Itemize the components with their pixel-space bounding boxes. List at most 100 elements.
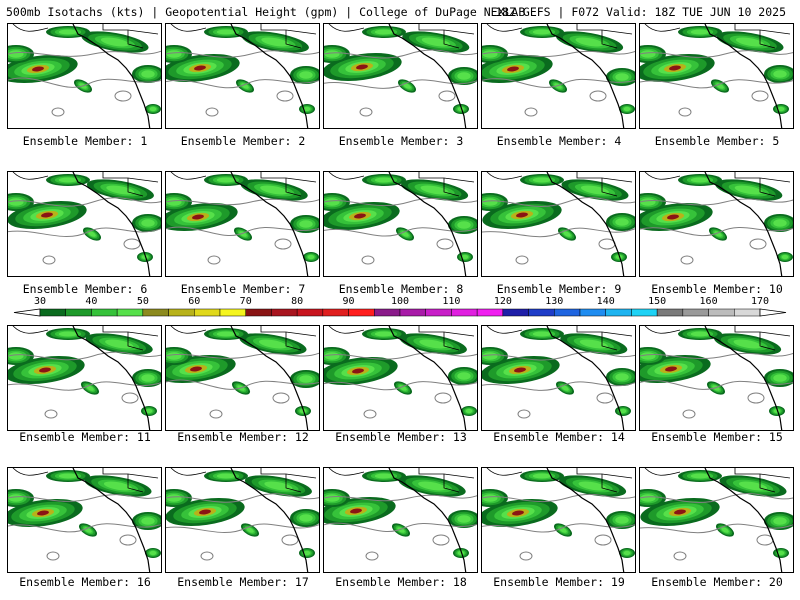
- isotach-contour: [507, 66, 519, 72]
- height-contour: [673, 551, 687, 561]
- coastline: [230, 468, 309, 572]
- ensemble-member-map: [7, 171, 162, 277]
- isotach-contour: [563, 231, 571, 237]
- colorbar-swatch: [168, 308, 195, 317]
- colorbar-swatch: [708, 308, 735, 317]
- coastline: [12, 468, 49, 476]
- isotach-contour: [260, 185, 289, 195]
- isotach-contour: [418, 481, 447, 491]
- isotach-contour: [482, 198, 498, 206]
- isotach-contour: [352, 368, 364, 374]
- isotach-contour: [141, 70, 155, 78]
- height-contour: [524, 107, 538, 117]
- ensemble-member-map: [639, 325, 794, 431]
- coastline: [328, 468, 365, 476]
- isotach-contour: [734, 185, 763, 195]
- coastline: [328, 172, 365, 180]
- isotach-contour: [41, 212, 53, 218]
- colorbar-swatch: [528, 308, 555, 317]
- ensemble-member-map: [165, 467, 320, 573]
- isotach-contour: [615, 73, 629, 81]
- colorbar-swatch: [194, 308, 221, 317]
- height-contour: [274, 238, 292, 250]
- isotach-contour: [773, 374, 787, 382]
- coastline: [644, 326, 681, 334]
- height-contour: [8, 50, 161, 57]
- height-contour: [8, 381, 161, 391]
- border-line: [418, 326, 475, 337]
- isotach-contour: [145, 408, 153, 414]
- isotach-contour: [324, 352, 340, 360]
- border-line: [576, 24, 633, 35]
- coastline: [486, 326, 523, 334]
- height-contour: [517, 409, 531, 419]
- ensemble-member-map: [323, 467, 478, 573]
- colorbar-arrow-right: [759, 308, 787, 317]
- coastline: [12, 24, 49, 32]
- border-line: [443, 30, 460, 49]
- isotach-contour: [640, 198, 656, 206]
- member-label: Ensemble Member: 13: [335, 430, 467, 444]
- height-contour: [640, 79, 793, 89]
- isotach-contour: [773, 219, 787, 227]
- isotach-contour: [324, 494, 340, 502]
- isotach-contour: [299, 514, 313, 522]
- isotach-contour: [307, 254, 315, 260]
- header-title: 500mb Isotachs (kts) | Geopotential Heig…: [6, 5, 526, 19]
- height-contour: [482, 78, 635, 88]
- colorbar-swatch: [374, 308, 401, 317]
- coastline: [328, 326, 365, 334]
- isotach-contour: [403, 83, 411, 89]
- border-line: [759, 30, 776, 49]
- coastline: [388, 24, 467, 128]
- height-contour: [596, 392, 614, 404]
- height-contour: [8, 227, 161, 238]
- coastline: [170, 24, 207, 32]
- height-contour: [747, 392, 765, 404]
- height-contour: [589, 90, 607, 102]
- border-line: [127, 178, 144, 197]
- height-contour: [363, 409, 377, 419]
- isotach-contour: [420, 185, 449, 195]
- isotach-contour: [149, 106, 157, 112]
- ensemble-member-map: [323, 171, 478, 277]
- isotach-contour: [532, 29, 552, 35]
- map-svg: [640, 24, 793, 128]
- ensemble-member-map: [165, 171, 320, 277]
- height-contour: [166, 198, 319, 206]
- member-label: Ensemble Member: 19: [493, 575, 625, 589]
- ensemble-member-map: [165, 325, 320, 431]
- border-line: [759, 178, 776, 197]
- coastline: [170, 172, 207, 180]
- coastline: [486, 172, 523, 180]
- height-contour: [682, 409, 696, 419]
- height-contour: [678, 107, 692, 117]
- colorbar-tick-label: 70: [239, 296, 252, 307]
- height-contour: [598, 238, 616, 250]
- colorbar-tick-label: 150: [648, 296, 667, 307]
- isotach-contour: [374, 473, 394, 479]
- coastline: [170, 326, 207, 334]
- coastline: [72, 326, 151, 430]
- member-label: Ensemble Member: 15: [651, 430, 783, 444]
- isotach-contour: [103, 481, 133, 491]
- border-line: [260, 172, 317, 183]
- map-svg: [8, 24, 161, 128]
- height-contour: [166, 50, 319, 58]
- height-contour: [324, 227, 477, 237]
- border-line: [576, 468, 633, 479]
- ensemble-member-map: [165, 23, 320, 129]
- map-svg: [8, 172, 161, 276]
- border-line: [102, 326, 159, 337]
- ensemble-member-map: [481, 325, 636, 431]
- height-contour: [438, 90, 456, 102]
- map-svg: [324, 326, 477, 430]
- member-label: Ensemble Member: 20: [651, 575, 783, 589]
- isotach-contour: [482, 494, 498, 502]
- ensemble-member-map: [639, 23, 794, 129]
- height-contour: [432, 534, 450, 546]
- isotach-contour: [8, 50, 24, 58]
- isotach-contour: [166, 50, 182, 58]
- isotach-contour: [216, 473, 236, 479]
- isotach-colorbar: 30 40 50 60 70 80 90 100 110 120 130 140 150 160 170: [0, 296, 800, 320]
